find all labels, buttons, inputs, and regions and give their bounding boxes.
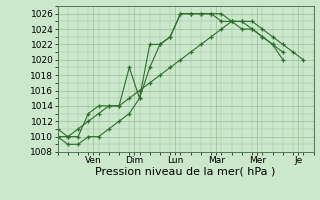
- X-axis label: Pression niveau de la mer( hPa ): Pression niveau de la mer( hPa ): [95, 167, 276, 177]
